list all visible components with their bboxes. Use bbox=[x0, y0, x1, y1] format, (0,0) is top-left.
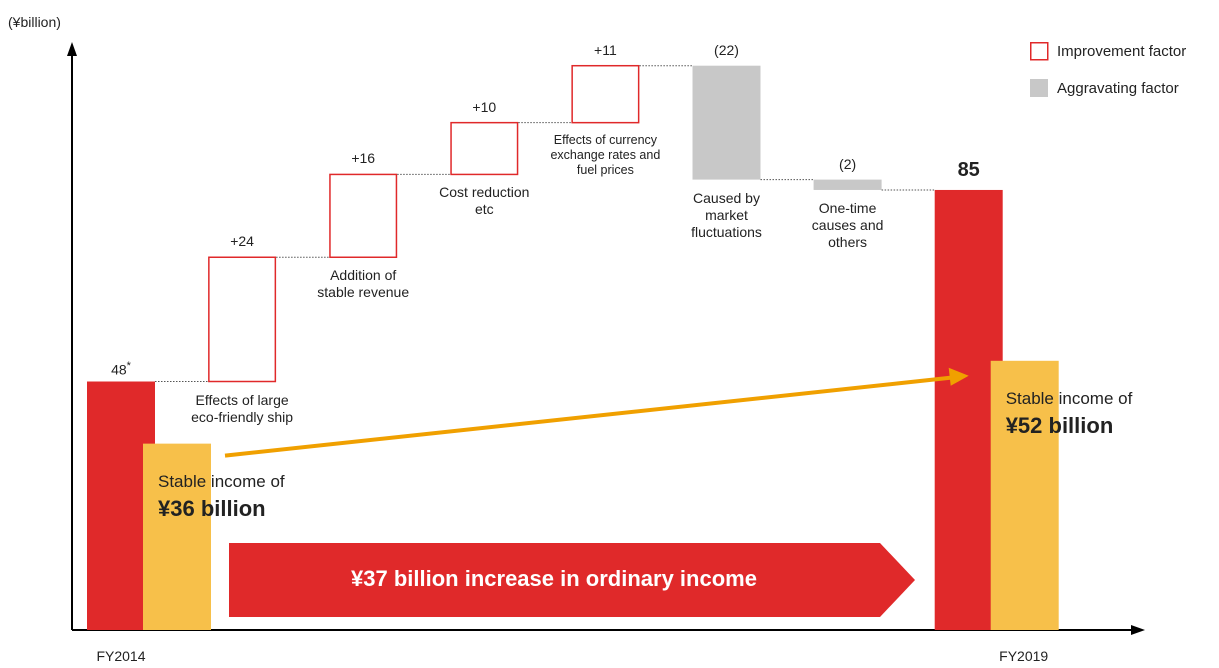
value-label-group: 48* bbox=[61, 358, 181, 379]
value-label-group: +10 bbox=[424, 99, 544, 116]
aggravating-bar bbox=[692, 65, 761, 180]
value-label-group: +16 bbox=[303, 150, 423, 167]
improvement-bar bbox=[329, 173, 398, 259]
stable-income-value: ¥36 billion bbox=[158, 495, 266, 521]
value-label-group: (22) bbox=[667, 42, 787, 59]
y-axis-arrow bbox=[67, 42, 77, 56]
value-label-group: +11 bbox=[545, 42, 665, 59]
stable-income-bar bbox=[990, 360, 1059, 630]
value-label: +24 bbox=[230, 233, 254, 250]
stable-income-value: ¥52 billion bbox=[1005, 412, 1114, 438]
category-label: Effects of currency exchange rates and f… bbox=[550, 132, 661, 177]
improvement-bar bbox=[571, 64, 640, 124]
category-label: One-time causes and others bbox=[811, 199, 884, 250]
stable-income-bar bbox=[143, 443, 211, 630]
aggravating-bar bbox=[813, 179, 882, 190]
y-axis-label: (¥billion) bbox=[8, 14, 61, 30]
value-label: (2) bbox=[839, 155, 857, 172]
category-label: Caused by market fluctuations bbox=[691, 189, 762, 240]
value-label: +10 bbox=[472, 98, 497, 115]
value-label: +11 bbox=[594, 41, 617, 58]
annotation: ¥37 billion increase in ordinary income bbox=[351, 566, 757, 591]
value-label-group: (2) bbox=[788, 156, 908, 173]
legend-label: Aggravating factor bbox=[1057, 80, 1179, 97]
stable-income-label: Stable income of bbox=[1005, 388, 1133, 408]
legend-swatch bbox=[1030, 42, 1049, 61]
x-tick-label: FY2019 bbox=[999, 648, 1049, 664]
annotation-banner bbox=[229, 543, 915, 617]
value-label-group: +24 bbox=[182, 233, 302, 250]
value-label: (22) bbox=[714, 41, 739, 58]
category-label: Cost reduction etc bbox=[439, 184, 530, 218]
growth-arrowhead bbox=[948, 367, 969, 386]
value-label: +16 bbox=[351, 150, 376, 167]
category-label: Addition of stable revenue bbox=[317, 267, 410, 301]
x-tick-label: FY2014 bbox=[96, 648, 146, 664]
growth-arrow bbox=[224, 375, 955, 458]
stable-income-label: Stable income of bbox=[158, 471, 285, 491]
improvement-bar bbox=[208, 256, 277, 383]
footnote-marker: * bbox=[126, 359, 131, 372]
x-axis-arrow bbox=[1131, 625, 1145, 635]
value-label: 85 bbox=[957, 158, 980, 181]
legend-label: Improvement factor bbox=[1057, 43, 1187, 60]
category-label: Effects of large eco-friendly ship bbox=[191, 391, 294, 425]
value-label-group: 85 bbox=[909, 158, 1029, 181]
legend-swatch bbox=[1030, 79, 1048, 97]
improvement-bar bbox=[450, 121, 519, 176]
value-label: 48 bbox=[111, 361, 127, 378]
